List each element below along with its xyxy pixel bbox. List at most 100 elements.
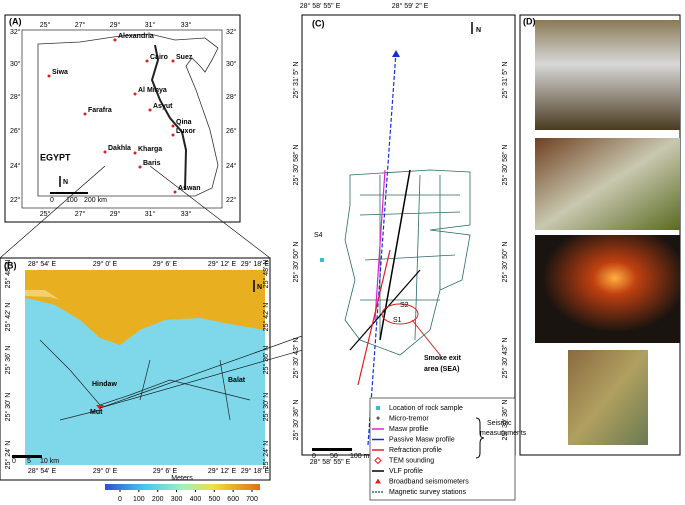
colorbar-label: 700 (246, 496, 258, 503)
sample-label: S4 (314, 232, 323, 239)
sea-label: Smoke exit (424, 355, 462, 362)
city-dot (148, 108, 152, 112)
left-tick: 25° 24' N (4, 441, 12, 470)
legend-box (369, 397, 516, 501)
scale-label: 0 (50, 197, 54, 204)
left-tick: 22° (10, 196, 21, 204)
right-tick: 25° 24' N (262, 441, 270, 470)
masw (374, 169, 386, 321)
legend-symbol (375, 478, 381, 484)
city-label: Cairo (150, 54, 168, 61)
city-label: Luxor (176, 128, 196, 135)
photo (568, 350, 648, 445)
right-tick: 25° 30' 50" N (501, 242, 509, 283)
left-tick: 26° (10, 127, 21, 135)
right-tick: 24° (226, 162, 237, 170)
north-label: N (63, 179, 68, 186)
right-tick: 30° (226, 60, 237, 68)
city-label: Baris (143, 160, 161, 167)
left-tick: 28° (10, 93, 21, 101)
roads (39, 339, 251, 421)
place-label: Balat (228, 377, 246, 384)
right-tick: 25° 48' N (262, 260, 270, 289)
scale-label: 50 (330, 453, 338, 460)
bottom-tick: 29° 6' E (153, 467, 178, 475)
city-dot (47, 74, 51, 78)
colorbar-label: 0 (118, 496, 122, 503)
legend-label: VLF profile (389, 468, 423, 475)
city-label: Suez (176, 54, 193, 61)
city-dot (103, 150, 107, 154)
sea-label: area (SEA) (424, 366, 459, 373)
plateau (25, 270, 265, 345)
top-tick: 33° (181, 21, 192, 29)
right-tick: 26° (226, 127, 237, 135)
city-label: Dakhla (108, 145, 131, 152)
top-tick: 29° 18' E (241, 260, 270, 268)
plateau-edge (25, 290, 60, 300)
site-marker (96, 405, 104, 410)
north-label: N (476, 27, 481, 34)
scale-label: 200 km (84, 197, 107, 204)
legend-symbol: + (376, 415, 380, 422)
scale-label: 10 km (40, 458, 59, 465)
top-tick: 28° 59' 2" E (392, 2, 429, 10)
top-tick: 28° 58' 55" E (300, 2, 341, 10)
sample-label: S2 (400, 302, 409, 309)
city-dot (171, 124, 175, 128)
right-tick: 22° (226, 196, 237, 204)
bottom-tick: 29° 18' E (241, 467, 270, 475)
left-tick: 25° 30' 50" N (292, 242, 300, 283)
scale-bar (312, 448, 352, 451)
bottom-tick: 29° 0' E (93, 467, 118, 475)
panel-label: (C) (312, 18, 325, 28)
legend-label: Passive Masw profile (389, 436, 455, 443)
top-tick: 25° (40, 21, 51, 29)
connector (149, 165, 271, 259)
right-tick: 25° 30' N (262, 393, 270, 422)
legend-label: Refraction profile (389, 447, 442, 454)
top-tick: 29° 0' E (93, 260, 118, 268)
refraction (357, 249, 391, 386)
legend-group: measurements (480, 430, 527, 437)
left-tick: 25° 30' 36" N (292, 400, 300, 441)
bottom-tick: 28° 54' E (28, 467, 57, 475)
egypt-outline (37, 33, 219, 197)
scale-label: 5 (27, 458, 31, 465)
left-tick: 25° 36' N (4, 346, 12, 375)
city-dot (113, 38, 117, 42)
scale-label: 100 m (350, 453, 370, 460)
city-dot (173, 190, 177, 194)
right-tick: 32° (226, 28, 237, 36)
colorbar-label: 400 (190, 496, 202, 503)
panel-label: (A) (9, 16, 22, 26)
top-tick: 27° (75, 21, 86, 29)
left-tick: 25° 30' 58" N (292, 145, 300, 186)
top-tick: 31° (145, 21, 156, 29)
city-dot (171, 59, 175, 63)
north-label: N (257, 284, 262, 291)
left-tick: 25° 48' N (4, 260, 12, 289)
sea-outline (381, 303, 419, 325)
colorbar (105, 484, 260, 490)
right-tick: 25° 30' 43" N (501, 338, 509, 379)
legend-label: Micro-tremor (389, 415, 429, 422)
city-label: Qina (176, 119, 192, 126)
photo (535, 235, 680, 343)
bottom-tick: 29° 12' E (208, 467, 237, 475)
scale-bar (12, 455, 42, 458)
legend-symbol (376, 406, 380, 410)
city-label: Asyut (153, 103, 173, 110)
left-tick: 24° (10, 162, 21, 170)
vlf (379, 169, 411, 341)
colorbar-label: 600 (227, 496, 239, 503)
colorbar-label: 200 (152, 496, 164, 503)
city-label: Alexandria (118, 33, 154, 40)
panel-label: (B) (4, 260, 17, 270)
city-dot (133, 151, 137, 155)
top-tick: 29° 12' E (208, 260, 237, 268)
legend-label: Location of rock sample (389, 405, 463, 412)
city-label: Kharga (138, 146, 162, 153)
city-dot (138, 165, 142, 169)
